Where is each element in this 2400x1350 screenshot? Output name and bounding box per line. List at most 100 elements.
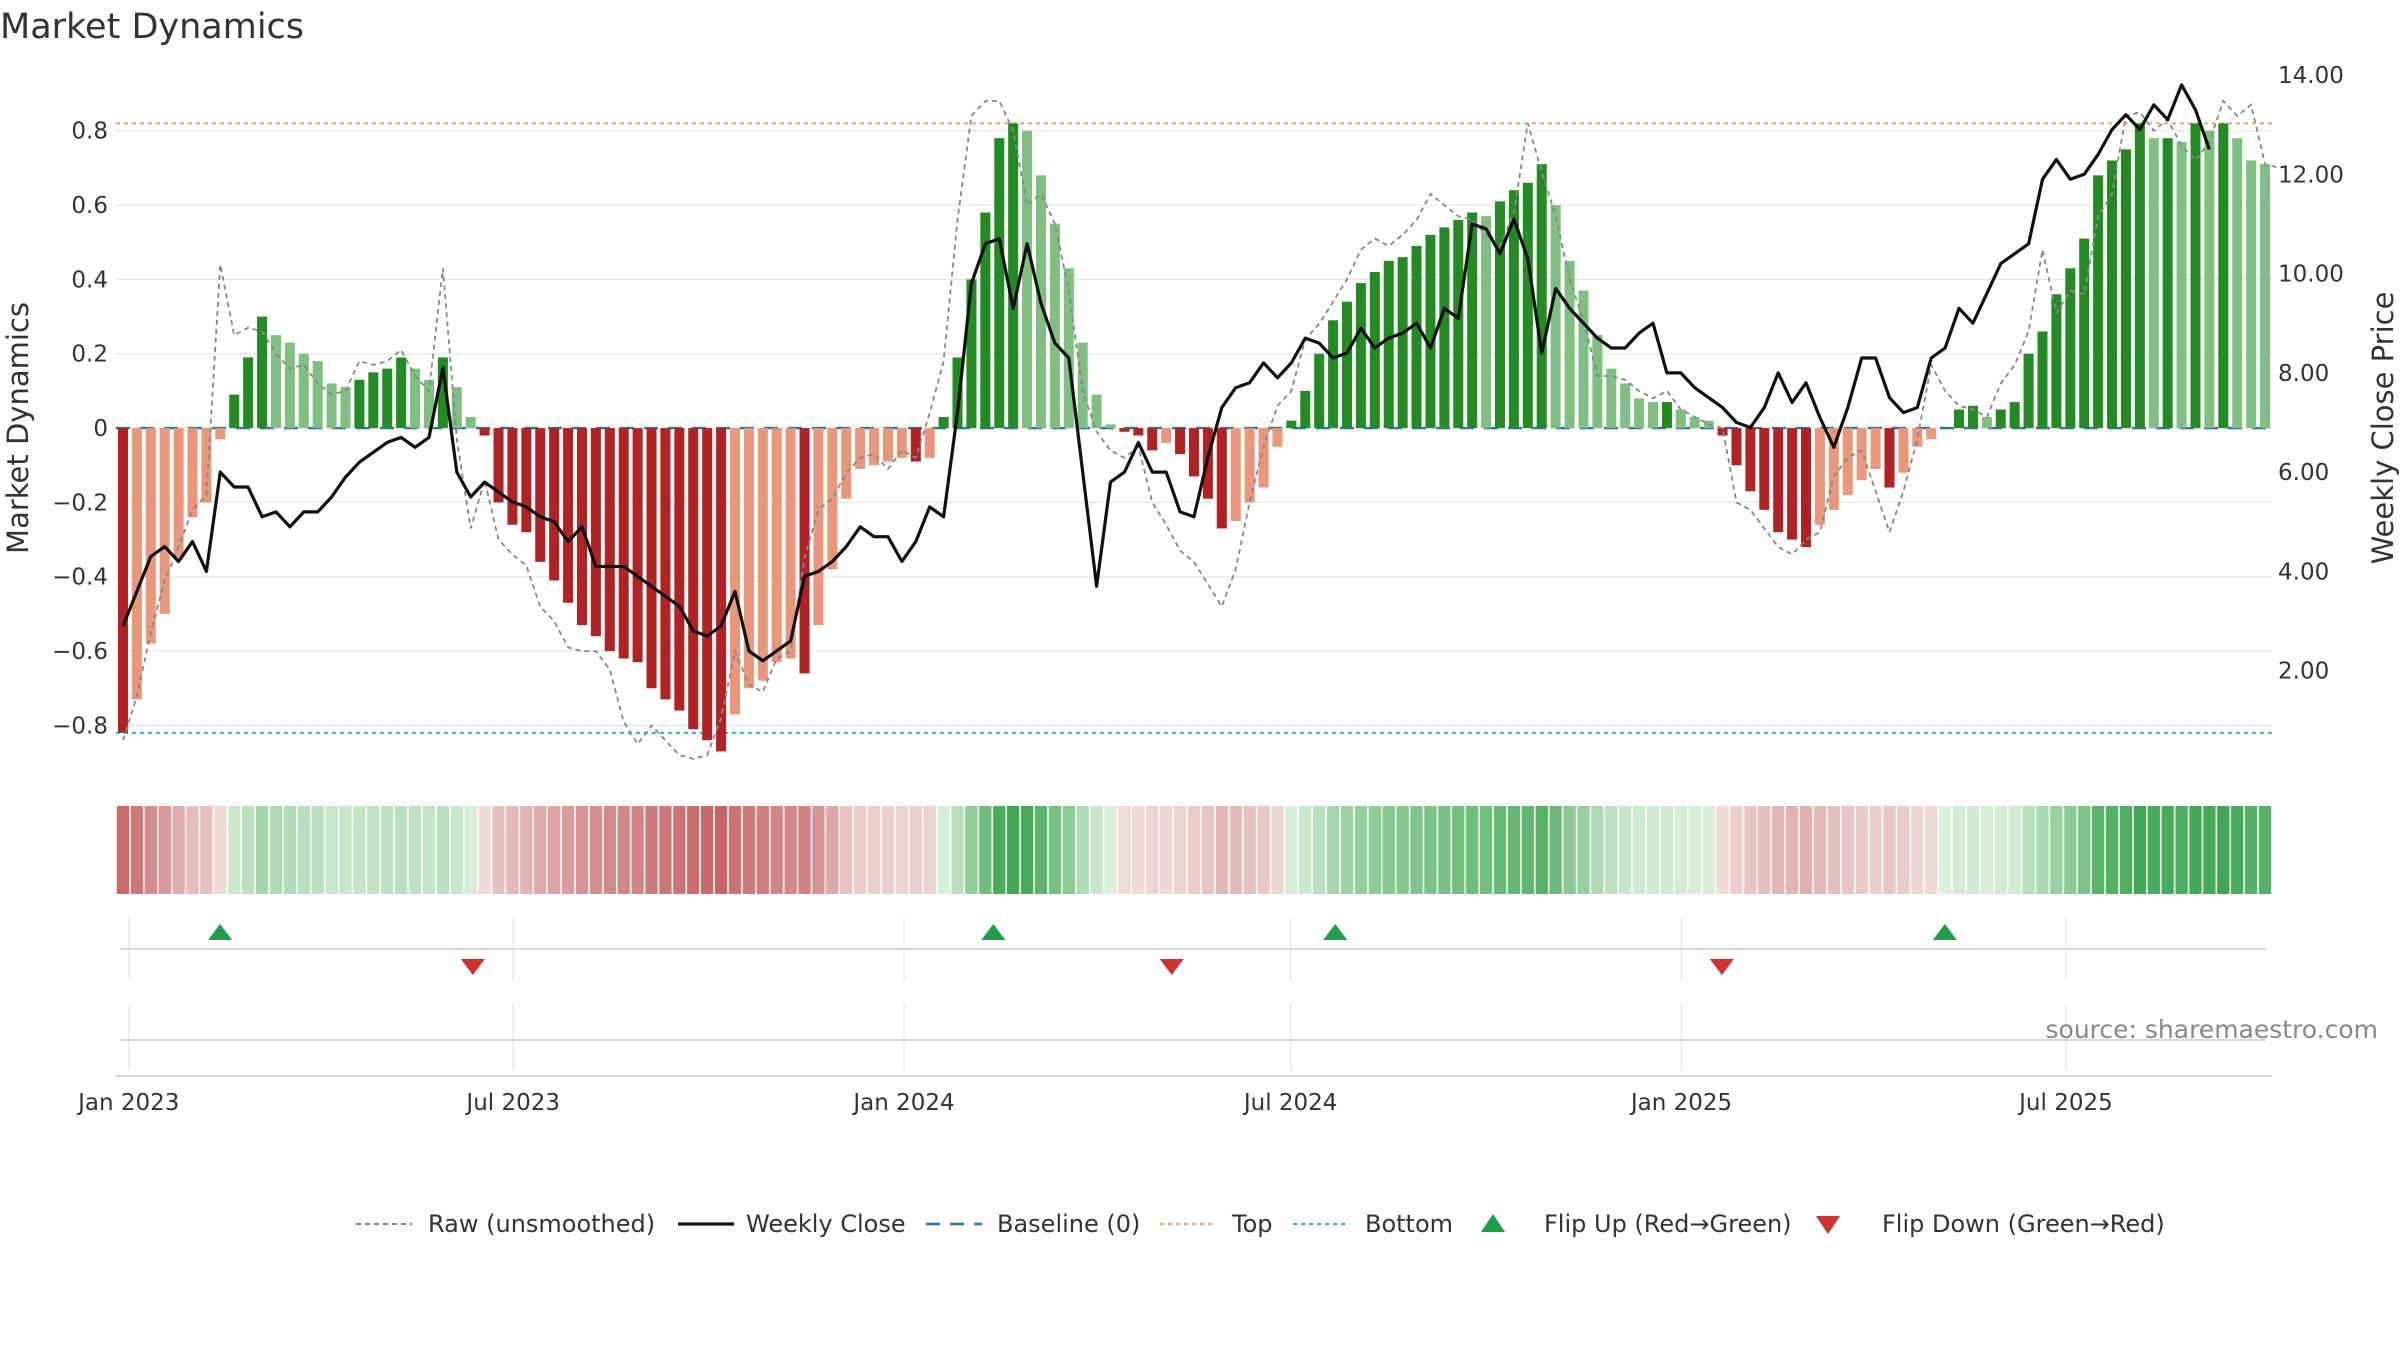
regime-cell — [339, 806, 352, 894]
y-left-tick-label: −0.2 — [52, 490, 108, 516]
dynamics-bar — [2134, 123, 2145, 429]
dynamics-bar — [994, 138, 1005, 429]
regime-cell — [1243, 806, 1256, 894]
dynamics-bar — [1884, 428, 1895, 488]
regime-cell — [353, 806, 366, 894]
regime-cell — [923, 806, 936, 894]
dynamics-bar — [590, 428, 601, 637]
dynamics-bar — [2232, 138, 2243, 429]
regime-cell — [1257, 806, 1270, 894]
dynamics-bar — [910, 428, 921, 462]
dynamics-bar — [1689, 416, 1700, 429]
dynamics-bar — [1745, 428, 1756, 492]
regime-cell — [603, 806, 616, 894]
regime-cell — [1827, 806, 1840, 894]
dynamics-bar — [980, 212, 991, 429]
regime-cell — [255, 806, 269, 894]
regime-cell — [408, 806, 422, 894]
dynamics-bar — [1022, 130, 1033, 429]
regime-cell — [130, 806, 144, 894]
dynamics-bar — [1314, 353, 1325, 429]
regime-cell — [895, 806, 909, 894]
dynamics-bar — [841, 428, 852, 499]
legend-item-raw: Raw (unsmoothed) — [356, 1210, 655, 1238]
y-left-tick-label: 0 — [93, 416, 108, 442]
regime-cell — [2064, 806, 2077, 894]
regime-cell — [1187, 806, 1201, 894]
dynamics-bar — [618, 428, 629, 659]
regime-cell — [714, 806, 728, 894]
dynamics-bar — [1842, 428, 1853, 495]
regime-cell — [687, 806, 700, 894]
dynamics-bar — [1355, 283, 1366, 429]
legend-label: Weekly Close — [746, 1210, 906, 1238]
y-left-tick-label: 0.4 — [71, 267, 108, 293]
regime-cell — [2161, 806, 2174, 894]
dynamics-bar — [1411, 245, 1422, 429]
dynamics-bar — [535, 428, 546, 562]
dynamics-bar — [743, 428, 754, 689]
regime-cell — [1132, 806, 1145, 894]
regime-cell — [756, 806, 769, 894]
flip-up-marker — [208, 924, 233, 940]
regime-cell — [325, 806, 338, 894]
dynamics-bar — [799, 428, 810, 674]
dynamics-bar — [1453, 219, 1464, 429]
regime-cell — [1452, 806, 1465, 894]
x-tick-label: Jul 2025 — [2017, 1090, 2113, 1116]
dynamics-bar — [1258, 428, 1269, 488]
regime-cell — [1980, 806, 1994, 894]
regime-cell — [1424, 806, 1437, 894]
dynamics-bar — [1439, 227, 1450, 429]
dynamics-bar — [2148, 138, 2159, 429]
regime-cell — [1215, 806, 1228, 894]
dynamics-bar — [729, 428, 740, 715]
regime-cell — [1577, 806, 1590, 894]
dynamics-bar — [1049, 223, 1060, 429]
regime-cell — [492, 806, 505, 894]
regime-cell — [283, 806, 297, 894]
regime-cell — [2231, 806, 2244, 894]
regime-cell — [367, 806, 380, 894]
y-left-tick-label: −0.6 — [52, 639, 108, 665]
dynamics-bar — [2204, 130, 2215, 429]
y-left-tick-label: 0.6 — [71, 193, 108, 219]
dynamics-bar — [1967, 405, 1978, 429]
regime-cell — [534, 806, 547, 894]
regime-cell — [2258, 806, 2272, 894]
y-right-tick-label: 4.00 — [2278, 559, 2329, 585]
dynamics-bar — [451, 387, 462, 429]
legend-swatch — [1816, 1216, 1840, 1234]
dynamics-bar — [966, 279, 977, 429]
dynamics-bar — [2120, 149, 2131, 429]
regime-cell — [1632, 806, 1646, 894]
regime-cell — [2105, 806, 2119, 894]
dynamics-bar — [465, 416, 476, 429]
regime-cell — [450, 806, 463, 894]
dynamics-bar — [674, 428, 685, 711]
flip-up-marker — [981, 924, 1006, 940]
regime-cell — [1173, 806, 1187, 894]
dynamics-bar — [1508, 190, 1519, 429]
dynamics-bar — [1467, 212, 1478, 429]
regime-cell — [1535, 806, 1548, 894]
regime-cell — [1716, 806, 1729, 894]
dynamics-bar — [243, 357, 254, 429]
x-tick-label: Jan 2024 — [851, 1090, 954, 1116]
dynamics-bar — [813, 428, 824, 626]
dynamics-bar — [2162, 138, 2173, 429]
regime-cell — [2189, 806, 2202, 894]
regime-cell — [158, 806, 171, 894]
regime-cell — [1952, 806, 1966, 894]
regime-cell — [506, 806, 519, 894]
regime-cell — [1118, 806, 1131, 894]
regime-cell — [1744, 806, 1757, 894]
legend-label: Raw (unsmoothed) — [428, 1210, 655, 1238]
weekly-close-line — [121, 83, 2211, 663]
dynamics-bar — [507, 428, 518, 525]
regime-cell — [1758, 806, 1771, 894]
legend-label: Baseline (0) — [997, 1210, 1140, 1238]
legend-label: Flip Up (Red→Green) — [1544, 1210, 1792, 1238]
regime-cell — [1855, 806, 1868, 894]
regime-cell — [1563, 806, 1576, 894]
